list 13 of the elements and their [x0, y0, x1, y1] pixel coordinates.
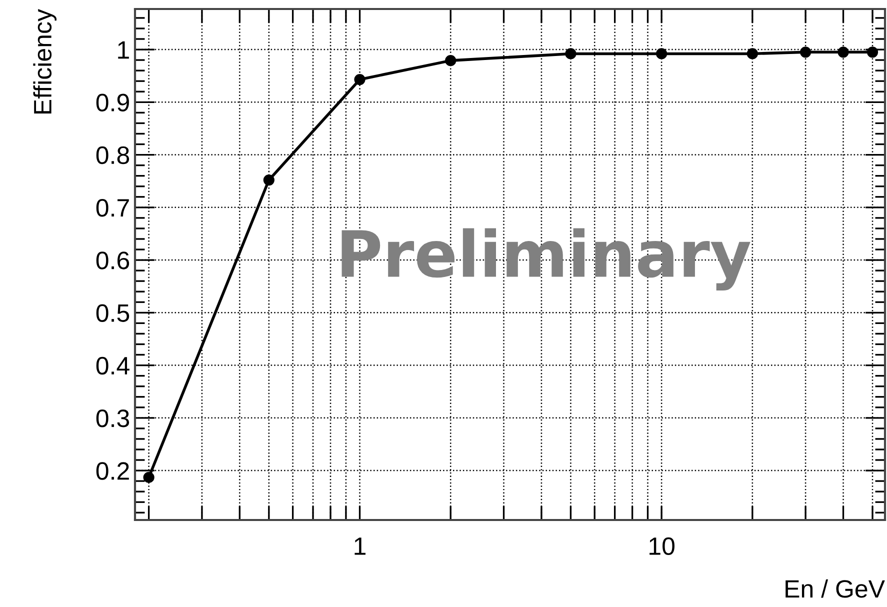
y-tick-label: 0.8 [96, 146, 130, 164]
y-tick-label: 0.4 [96, 356, 130, 375]
annotation: Preliminary [342, 228, 750, 291]
y-tick-label: 0.7 [96, 199, 129, 217]
y-tick-label: 1 [118, 41, 129, 59]
x-axis-title: En / GeV [786, 579, 885, 598]
y-tick-label: 0.6 [96, 252, 130, 270]
y-tick-label: 0.3 [96, 410, 130, 428]
y-tick-label: 0.9 [96, 94, 129, 112]
y-axis-title: Efficiency [33, 9, 56, 114]
y-tick-label: 0.2 [96, 462, 129, 480]
x-tick-label: 10 [650, 537, 674, 556]
y-tick-label: 0.5 [96, 304, 130, 322]
